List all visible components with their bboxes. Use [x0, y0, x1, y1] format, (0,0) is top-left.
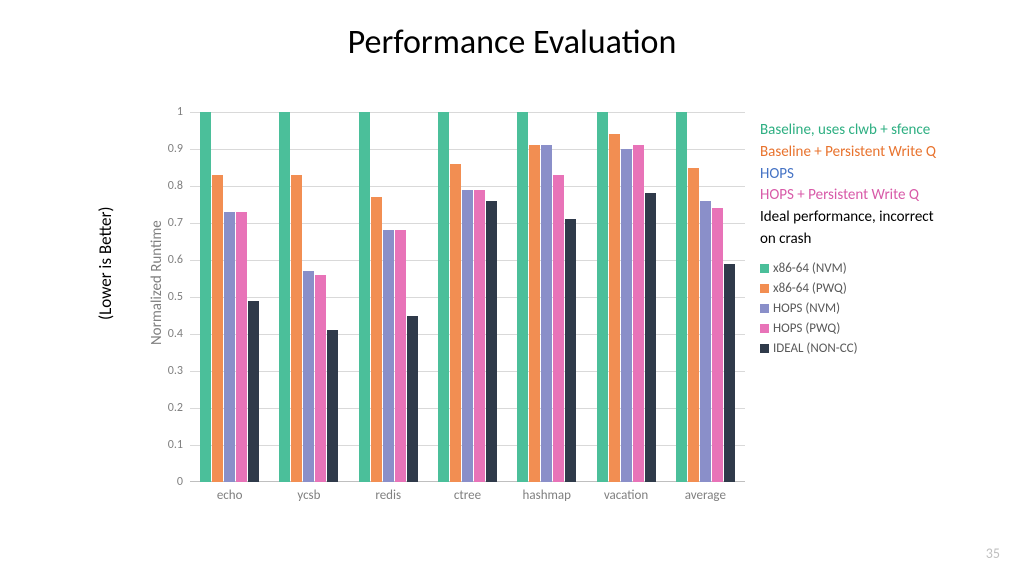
bar — [291, 175, 302, 482]
legend-description: Ideal performance, incorrect — [760, 207, 936, 229]
y-axis-label: Normalized Runtime — [148, 220, 166, 345]
category-label: vacation — [604, 488, 648, 503]
bar — [541, 145, 552, 482]
y-tick-label: 0 — [177, 475, 183, 489]
y-tick-label: 0.4 — [168, 327, 183, 341]
category-label: ycsb — [297, 488, 320, 503]
legend-swatch-icon — [760, 284, 769, 293]
bar — [462, 190, 473, 482]
category-label: ctree — [454, 488, 481, 503]
outer-y-axis-label: (Lower is Better) — [95, 206, 116, 320]
page-number: 35 — [986, 545, 1000, 562]
bar — [486, 201, 497, 482]
y-tick-label: 0.5 — [168, 290, 183, 304]
bar — [645, 193, 656, 482]
bar — [565, 219, 576, 482]
bar — [688, 168, 699, 483]
legend-swatch-icon — [760, 304, 769, 313]
category-label: echo — [217, 488, 243, 503]
bar-group: hashmap — [507, 112, 586, 482]
bar — [407, 316, 418, 483]
legend-item: x86-64 (NVM) — [760, 259, 936, 279]
category-label: hashmap — [523, 488, 571, 503]
y-tick-label: 0.1 — [168, 438, 183, 452]
y-tick-label: 0.7 — [168, 216, 183, 230]
legend-description: Baseline + Persistent Write Q — [760, 142, 936, 164]
y-tick-label: 1 — [177, 105, 183, 119]
legend-item: x86-64 (PWQ) — [760, 279, 936, 299]
bar — [236, 212, 247, 482]
category-label: average — [685, 488, 726, 503]
bar — [553, 175, 564, 482]
legend-description: Baseline, uses clwb + sfence — [760, 120, 936, 142]
bar — [371, 197, 382, 482]
legend-description: on crash — [760, 229, 936, 251]
bar-group: ycsb — [269, 112, 348, 482]
bar-chart: 00.10.20.30.40.50.60.70.80.91echoycsbred… — [190, 112, 745, 482]
bar — [633, 145, 644, 482]
bar — [327, 330, 338, 482]
legend-label: HOPS (PWQ) — [773, 321, 840, 336]
legend-swatch-icon — [760, 264, 769, 273]
legend-series-list: x86-64 (NVM) x86-64 (PWQ) HOPS (NVM) HOPS (… — [760, 259, 936, 360]
page-title: Performance Evaluation — [0, 0, 1024, 63]
bar-group: redis — [349, 112, 428, 482]
y-tick-label: 0.3 — [168, 364, 183, 378]
legend-description: HOPS + Persistent Write Q — [760, 185, 936, 207]
y-tick-label: 0.2 — [168, 401, 183, 415]
bar — [712, 208, 723, 482]
bar — [303, 271, 314, 482]
bar-group: average — [666, 112, 745, 482]
legend: Baseline, uses clwb + sfenceBaseline + P… — [760, 120, 936, 359]
legend-description: HOPS — [760, 164, 936, 186]
bar — [224, 212, 235, 482]
bar — [383, 230, 394, 482]
y-tick-label: 0.9 — [168, 142, 183, 156]
bar — [676, 112, 687, 482]
legend-label: HOPS (NVM) — [773, 301, 840, 316]
bar-group: ctree — [428, 112, 507, 482]
legend-label: x86-64 (NVM) — [773, 261, 847, 276]
legend-item: HOPS (PWQ) — [760, 319, 936, 339]
legend-item: HOPS (NVM) — [760, 299, 936, 319]
bar — [438, 112, 449, 482]
bar — [724, 264, 735, 482]
bar — [279, 112, 290, 482]
bar — [450, 164, 461, 482]
bar — [474, 190, 485, 482]
bar-group: echo — [190, 112, 269, 482]
legend-label: IDEAL (NON-CC) — [773, 341, 858, 356]
bar — [609, 134, 620, 482]
bars-container: echoycsbredisctreehashmapvacationaverage — [190, 112, 745, 482]
bar — [395, 230, 406, 482]
bar — [212, 175, 223, 482]
y-tick-label: 0.6 — [168, 253, 183, 267]
bar — [200, 112, 211, 482]
bar — [517, 112, 528, 482]
bar — [621, 149, 632, 482]
legend-swatch-icon — [760, 324, 769, 333]
bar — [248, 301, 259, 482]
bar — [359, 112, 370, 482]
category-label: redis — [375, 488, 401, 503]
bar — [597, 112, 608, 482]
legend-label: x86-64 (PWQ) — [773, 281, 847, 296]
legend-swatch-icon — [760, 344, 769, 353]
y-tick-label: 0.8 — [168, 179, 183, 193]
bar — [700, 201, 711, 482]
bar — [529, 145, 540, 482]
bar-group: vacation — [586, 112, 665, 482]
legend-item: IDEAL (NON-CC) — [760, 339, 936, 359]
bar — [315, 275, 326, 482]
